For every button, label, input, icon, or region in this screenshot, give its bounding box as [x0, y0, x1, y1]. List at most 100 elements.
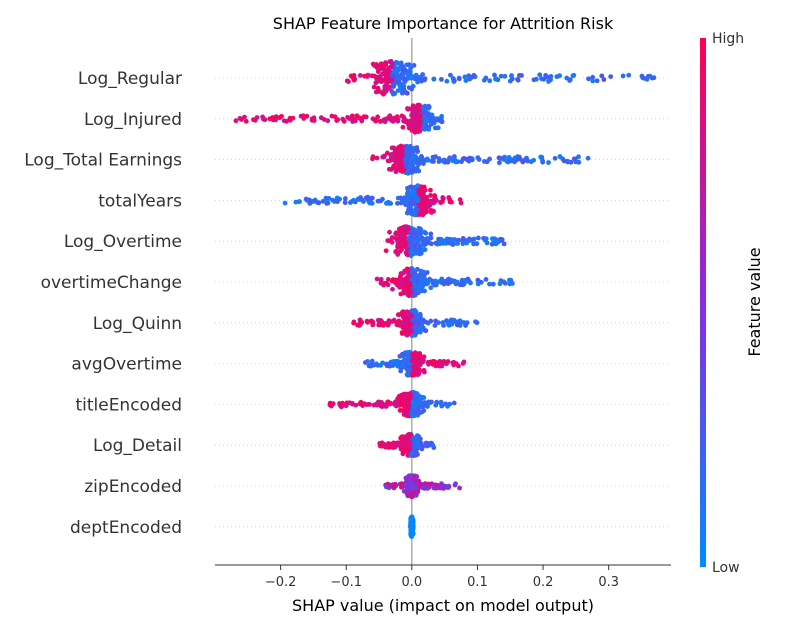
shap-point: [404, 246, 410, 252]
shap-point: [412, 113, 418, 119]
shap-point: [426, 126, 432, 132]
shap-point: [374, 401, 380, 407]
shap-point: [446, 276, 452, 282]
shap-point: [347, 200, 353, 205]
shap-point: [407, 196, 413, 202]
shap-point: [421, 354, 427, 360]
shap-point: [402, 160, 408, 165]
shap-point: [415, 451, 420, 457]
shap-point: [394, 114, 400, 120]
shap-point: [349, 401, 355, 407]
shap-point: [375, 114, 381, 120]
shap-point: [557, 73, 563, 79]
shap-point: [413, 326, 419, 332]
shap-point: [386, 318, 392, 324]
shap-point: [644, 76, 650, 82]
x-tick-label-4: 0.2: [533, 575, 554, 590]
shap-point: [411, 106, 417, 112]
shap-point: [273, 117, 279, 123]
shap-point: [434, 362, 440, 368]
shap-point: [404, 266, 410, 272]
shap-point: [415, 75, 420, 81]
shap-point: [590, 74, 596, 80]
colorbar: [700, 38, 706, 567]
shap-point: [451, 241, 456, 247]
shap-point: [413, 309, 419, 315]
x-tick-label-2: 0.0: [401, 575, 422, 590]
shap-point: [429, 209, 434, 215]
shap-point: [417, 119, 423, 124]
shap-point: [415, 207, 420, 213]
shap-point: [639, 73, 645, 79]
shap-point: [281, 118, 287, 124]
shap-point: [239, 117, 244, 122]
feature-gridlines: [215, 77, 671, 528]
shap-point: [416, 406, 421, 412]
shap-point: [414, 147, 420, 153]
shap-point: [353, 118, 358, 124]
shap-point: [475, 235, 481, 241]
shap-point: [425, 157, 431, 163]
shap-point: [501, 279, 507, 285]
shap-point: [456, 76, 462, 82]
shap-point: [375, 69, 381, 74]
shap-point: [404, 62, 410, 68]
shap-point: [385, 158, 391, 164]
shap-point: [368, 363, 374, 369]
shap-point: [590, 78, 596, 84]
shap-point: [426, 399, 432, 405]
shap-point: [538, 154, 544, 160]
shap-point: [425, 104, 431, 110]
feature-points-2: [370, 143, 591, 176]
shap-point: [533, 76, 539, 82]
shap-point: [507, 78, 513, 84]
feature-points-10: [383, 473, 462, 500]
shap-point: [403, 250, 409, 255]
shap-point: [350, 75, 356, 81]
shap-point: [475, 281, 481, 287]
shap-point: [388, 401, 394, 406]
shap-point: [423, 440, 429, 446]
shap-point: [277, 115, 283, 121]
colorbar-high-label: High: [712, 31, 744, 47]
shap-point: [502, 73, 508, 79]
shap-point: [427, 200, 433, 206]
shap-point: [415, 198, 421, 204]
shap-point: [422, 229, 427, 235]
feature-label-10: zipEncoded: [84, 477, 182, 497]
shap-point: [402, 76, 408, 82]
shap-point: [405, 432, 411, 438]
shap-point: [318, 115, 324, 121]
shap-point: [293, 199, 299, 205]
shap-point: [406, 441, 411, 446]
shap-point: [409, 191, 414, 197]
shap-point: [383, 403, 389, 409]
shap-point: [493, 238, 499, 244]
shap-point: [409, 484, 415, 489]
shap-point: [401, 449, 407, 454]
shap-point: [406, 85, 412, 90]
shap-point: [372, 63, 377, 68]
shap-point: [459, 159, 464, 165]
shap-point: [406, 402, 412, 408]
shap-point: [528, 159, 534, 165]
shap-point: [546, 160, 551, 165]
x-axis-ticks: −0.2 −0.1 0.0 0.1 0.2 0.3: [265, 565, 619, 590]
shap-point: [461, 155, 467, 161]
shap-point: [455, 241, 460, 246]
shap-point: [415, 183, 421, 189]
shap-point: [390, 286, 395, 292]
feature-label-8: titleEncoded: [75, 395, 182, 415]
shap-point: [382, 84, 388, 89]
shap-point: [398, 154, 404, 160]
shap-point: [378, 276, 384, 282]
shap-point: [436, 159, 442, 165]
shap-point: [352, 199, 358, 205]
colorbar-label: Feature value: [745, 247, 764, 356]
shap-point: [487, 156, 492, 162]
shap-point: [447, 199, 453, 205]
shap-point: [409, 308, 415, 314]
shap-point: [408, 242, 414, 247]
shap-point: [434, 482, 440, 488]
